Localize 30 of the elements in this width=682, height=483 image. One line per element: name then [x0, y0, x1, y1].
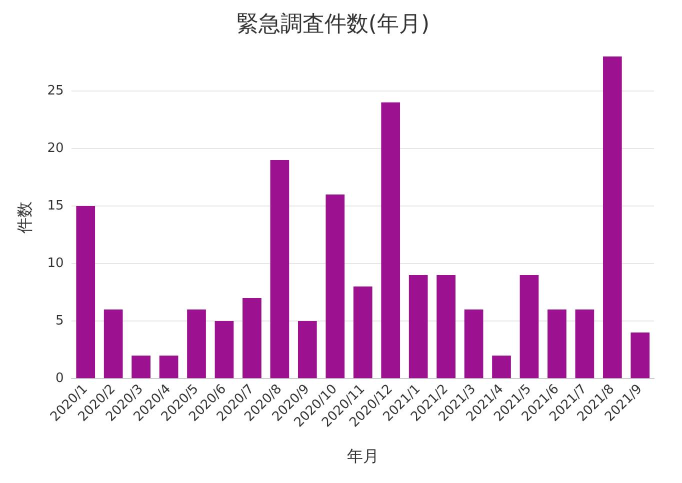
y-axis-title: 件数 [14, 201, 34, 234]
x-axis-title: 年月 [346, 446, 379, 466]
y-tick-label: 15 [47, 198, 64, 214]
bar [464, 310, 484, 378]
bar [76, 206, 96, 378]
y-tick-label: 5 [55, 313, 64, 328]
y-tick-label: 10 [47, 256, 64, 271]
bar [159, 356, 178, 378]
bar [270, 160, 290, 378]
bar [381, 102, 400, 378]
bar [408, 275, 428, 378]
bar [326, 194, 345, 378]
bar [548, 310, 566, 378]
bar [602, 56, 622, 378]
y-tick-label: 20 [47, 140, 64, 156]
bar [187, 310, 206, 378]
bar [492, 356, 511, 378]
bar [575, 310, 594, 378]
bar [214, 321, 234, 378]
bar [132, 356, 150, 378]
y-tick-label: 0 [55, 370, 64, 386]
bar [242, 298, 262, 378]
bar [104, 310, 123, 378]
bar [630, 332, 650, 378]
bar [436, 275, 456, 378]
y-tick-label: 25 [47, 83, 64, 98]
bar [298, 321, 317, 378]
bar [353, 286, 372, 378]
chart-title: 緊急調査件数(年月) [236, 12, 430, 37]
bar [520, 275, 539, 378]
